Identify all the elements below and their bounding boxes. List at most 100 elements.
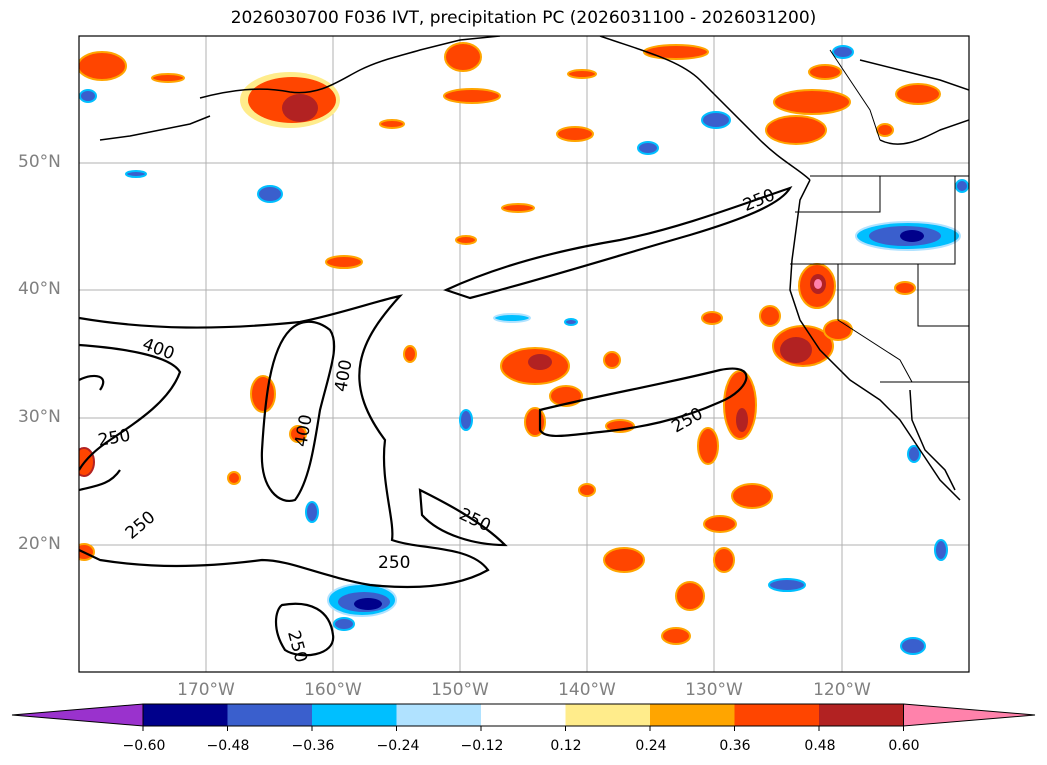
coastline-inland xyxy=(879,119,969,145)
colorbar-tick-label: −0.12 xyxy=(460,738,504,754)
precip-blob xyxy=(455,235,477,245)
lat-label-40n: 40°N xyxy=(18,279,61,299)
precip-blob xyxy=(701,311,723,325)
precip-blob xyxy=(578,483,596,497)
lon-label-130w: 130°W xyxy=(685,680,743,700)
precip-blob xyxy=(556,126,594,142)
ivt-contour-250-north xyxy=(443,186,793,300)
colorbar-extend-max xyxy=(903,703,1036,727)
ivt-contour-400-center xyxy=(260,320,336,503)
colorbar-tick-label: −0.48 xyxy=(206,738,250,754)
border-ca-nv xyxy=(837,264,913,383)
colorbar-segment xyxy=(734,704,820,726)
precip-blob xyxy=(736,408,748,432)
precip-negative-blobs xyxy=(79,45,969,655)
lon-label-150w: 150°W xyxy=(431,680,489,700)
precip-blob xyxy=(701,111,731,129)
precip-blob xyxy=(723,370,757,440)
ivt-contour-250-east xyxy=(538,367,748,438)
colorbar-segment xyxy=(650,704,735,726)
precip-blob xyxy=(603,547,645,573)
coastline-alaska-peninsula xyxy=(199,36,501,99)
ivt-contour-400-west xyxy=(79,343,182,471)
precip-blob xyxy=(814,279,822,289)
colorbar-segment xyxy=(819,704,904,726)
border-alaska xyxy=(829,49,881,141)
lat-label-30n: 30°N xyxy=(18,407,61,427)
precip-blob xyxy=(675,581,705,611)
colorbar-tick-label: 0.48 xyxy=(804,738,836,754)
colorbar-segment xyxy=(565,704,651,726)
precip-blob xyxy=(493,313,531,323)
precip-blob xyxy=(731,483,773,509)
precip-blob xyxy=(697,427,719,465)
colorbar-segment xyxy=(143,704,228,726)
lon-label-170w: 170°W xyxy=(177,680,235,700)
precip-blob xyxy=(528,354,552,370)
colorbar-tick-label: −0.60 xyxy=(122,738,166,754)
precip-blob xyxy=(780,337,812,363)
precip-blob xyxy=(832,45,854,59)
precip-blob xyxy=(354,598,382,610)
colorbar-outline xyxy=(142,703,904,727)
colorbar-extend-min xyxy=(11,703,144,727)
precip-blob xyxy=(125,170,147,178)
precip-blob xyxy=(564,318,578,326)
colorbar-tick-label: 0.36 xyxy=(719,738,751,754)
lat-label-20n: 20°N xyxy=(18,534,61,554)
lon-label-160w: 160°W xyxy=(304,680,362,700)
precip-blob xyxy=(895,83,941,105)
colorbar-segment xyxy=(396,704,482,726)
coastline-bc xyxy=(599,36,811,181)
precip-blob xyxy=(250,375,276,413)
precip-blob xyxy=(289,425,307,443)
precip-blob xyxy=(227,471,241,485)
precip-blob xyxy=(567,69,597,79)
coastlines xyxy=(99,36,969,501)
precip-blob xyxy=(305,501,319,523)
colorbar-segment xyxy=(312,704,397,726)
colorbar-tick-label: −0.36 xyxy=(291,738,335,754)
precip-blob xyxy=(403,345,417,363)
border-nv-az xyxy=(917,264,969,327)
lon-label-140w: 140°W xyxy=(558,680,616,700)
precip-blob xyxy=(934,539,948,561)
map-title: 2026030700 F036 IVT, precipitation PC (2… xyxy=(230,8,817,28)
precip-blob xyxy=(703,515,737,533)
lat-label-50n: 50°N xyxy=(18,152,61,172)
precip-blob xyxy=(759,305,781,327)
precip-blob xyxy=(79,89,97,103)
ivt-contour-edge xyxy=(79,374,121,492)
precip-blob xyxy=(325,255,363,269)
precip-blob xyxy=(765,115,827,145)
precip-blob xyxy=(661,627,691,645)
colorbar-segment xyxy=(227,704,313,726)
colorbar xyxy=(11,703,1036,731)
precip-blob xyxy=(443,88,501,104)
precip-blob xyxy=(501,203,535,213)
precip-blob xyxy=(955,179,969,193)
precip-blob xyxy=(637,141,659,155)
state-borders xyxy=(790,49,969,383)
precip-blob xyxy=(282,94,318,122)
colorbar-tick-label: 0.12 xyxy=(550,738,582,754)
colorbar-segment xyxy=(481,704,566,726)
precip-blob xyxy=(79,51,127,81)
precip-blob xyxy=(808,64,842,80)
colorbar-tick-label: −0.24 xyxy=(376,738,420,754)
border-wa-or xyxy=(795,176,881,213)
ivt-contour-250-west xyxy=(79,294,490,589)
precip-blob xyxy=(444,42,482,72)
precip-blob xyxy=(900,637,926,655)
colorbar-tick-label: 0.60 xyxy=(888,738,920,754)
precip-blob xyxy=(894,281,916,295)
precip-blob xyxy=(459,409,473,431)
lon-label-120w: 120°W xyxy=(813,680,871,700)
ivt-contour-250-south xyxy=(274,602,335,657)
precip-blob xyxy=(379,119,405,129)
map-frame xyxy=(78,35,970,673)
contour-label: 250 xyxy=(378,553,410,573)
precip-blob xyxy=(713,547,735,573)
precip-blob xyxy=(900,230,924,242)
